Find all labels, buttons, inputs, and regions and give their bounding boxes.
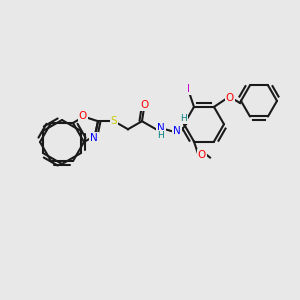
Text: O: O — [79, 111, 87, 121]
Text: N: N — [157, 123, 165, 133]
Text: O: O — [141, 100, 149, 110]
Text: N: N — [173, 126, 181, 136]
Text: S: S — [111, 116, 117, 126]
Text: O: O — [226, 93, 234, 103]
Text: O: O — [198, 149, 206, 160]
Text: N: N — [90, 133, 98, 143]
Text: H: H — [181, 114, 188, 123]
Text: H: H — [158, 131, 164, 140]
Text: I: I — [188, 84, 190, 94]
